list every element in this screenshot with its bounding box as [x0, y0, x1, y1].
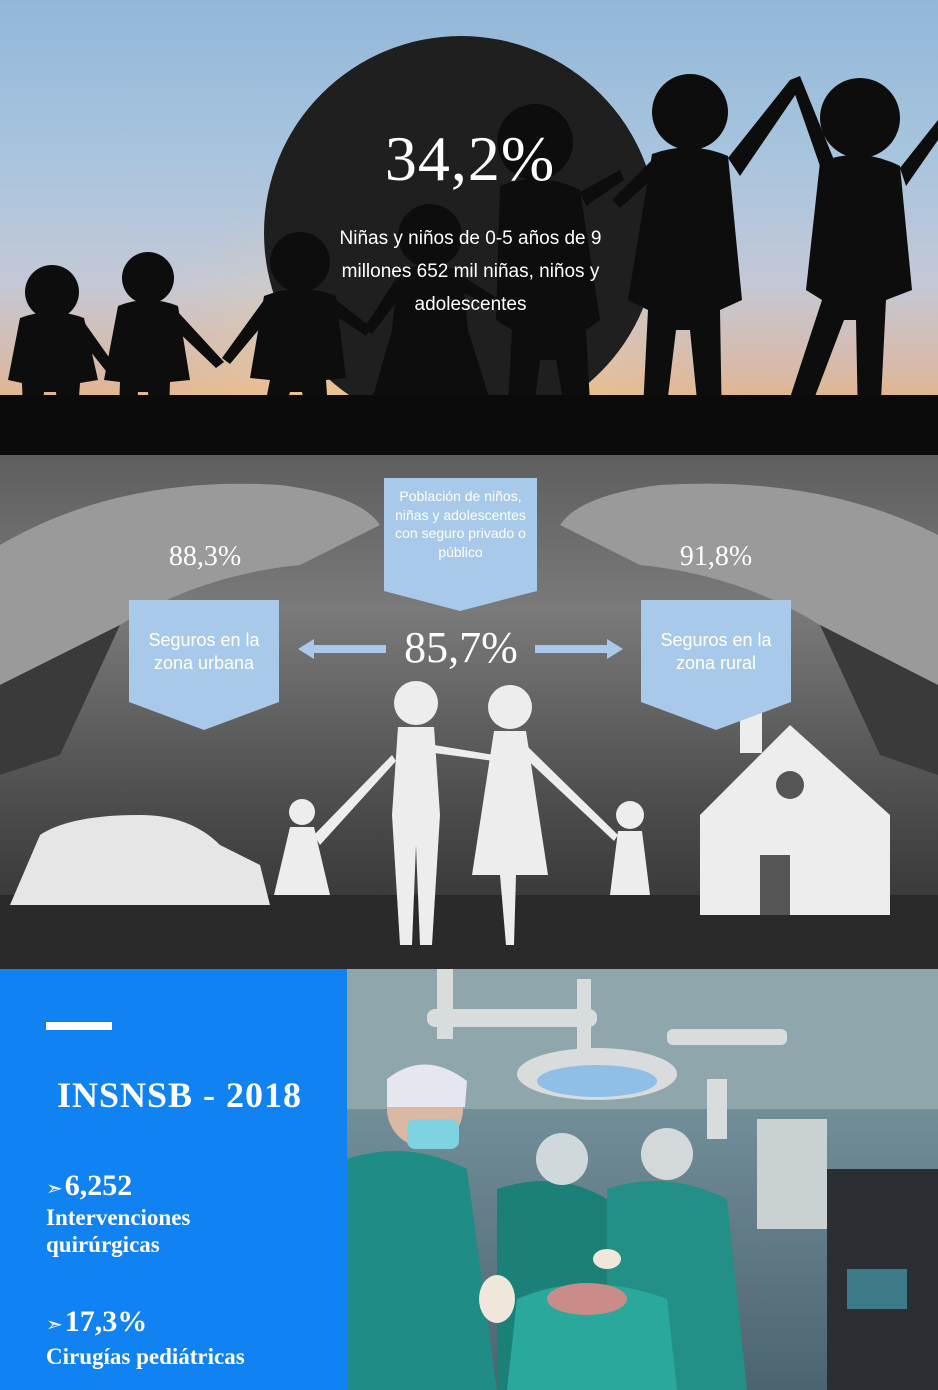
rural-box	[641, 600, 791, 702]
pediatric-value: 17,3%	[64, 1305, 148, 1338]
decorative-bar	[46, 1022, 112, 1030]
interventions-value: 6,252	[64, 1169, 133, 1202]
children-hero-section: 34,2% Niñas y niños de 0-5 años de 9 mil…	[0, 0, 938, 455]
rural-label: Seguros en la zona rural	[660, 630, 772, 673]
center-label-pointer	[384, 591, 537, 611]
urban-box	[129, 600, 279, 702]
urban-percentage: 88,3%	[168, 541, 242, 572]
urban-box-pointer	[129, 702, 279, 730]
operating-room-image	[347, 969, 938, 1390]
center-label: Población de niños, niñas y adolescentes…	[395, 488, 526, 560]
left-arrow-icon	[298, 639, 386, 659]
rural-box-pointer	[641, 702, 791, 730]
children-description: Niñas y niños de 0-5 años de 9 millones …	[339, 228, 602, 315]
surgery-photo	[347, 969, 938, 1390]
insnsb-panel: INSNSB - 2018 ➣6,252 Intervenciones quir…	[0, 969, 347, 1390]
right-arrow-icon	[535, 639, 623, 659]
interventions-stat: ➣6,252	[46, 1169, 132, 1203]
pediatric-stat: ➣17,3%	[46, 1305, 147, 1339]
urban-label: Seguros en la zona urbana	[148, 630, 260, 673]
family-insurance-image	[0, 483, 938, 969]
center-label-box	[384, 478, 537, 591]
insnsb-heading: INSNSB - 2018	[57, 1075, 303, 1115]
insurance-section: Población de niños, niñas y adolescentes…	[0, 455, 938, 969]
pediatric-label: Cirugías pediátricas	[46, 1344, 245, 1369]
interventions-label: Intervenciones quirúrgicas	[46, 1205, 191, 1257]
arrow-icon: ➣	[46, 1314, 63, 1336]
rural-percentage: 91,8%	[679, 541, 753, 572]
insured-percentage: 85,7%	[404, 623, 518, 672]
ground	[0, 395, 938, 455]
arrow-icon: ➣	[46, 1178, 63, 1200]
children-percentage: 34,2%	[384, 123, 556, 194]
